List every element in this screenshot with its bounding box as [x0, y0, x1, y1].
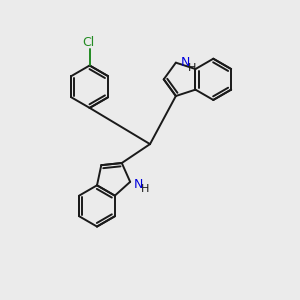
Text: H: H — [141, 184, 150, 194]
Text: Cl: Cl — [82, 36, 94, 49]
Text: N: N — [134, 178, 143, 191]
Text: H: H — [188, 63, 196, 73]
Text: N: N — [180, 56, 190, 69]
